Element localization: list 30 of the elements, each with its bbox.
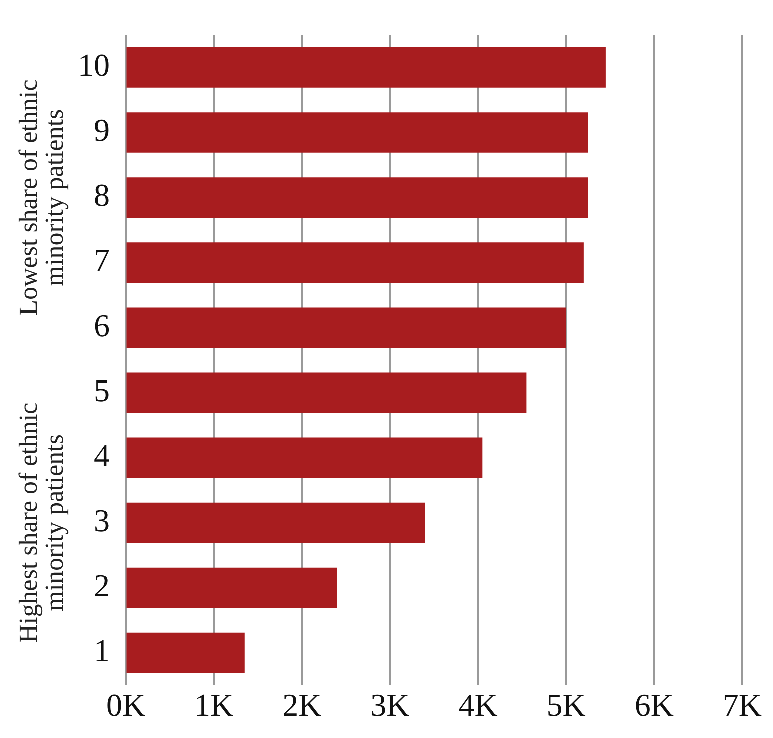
x-tick-label: 0K [106,687,146,724]
bar [126,632,245,674]
text: Lowest share of ethnic minority patients [14,80,69,316]
x-tick-label: 3K [370,687,410,724]
y-tick-label: 5 [94,372,110,408]
bar [126,242,584,284]
y-tick-label: 1 [94,632,110,668]
y-tick-label: 3 [94,502,110,538]
x-tick-label: 6K [634,687,674,724]
y-tick-label: 8 [94,177,110,214]
y-tick-label: 10 [78,47,110,84]
bar [126,308,566,348]
y-tick-label: 2 [94,567,110,604]
y-tick-label: 6 [94,307,110,344]
x-tick-label: 7K [722,687,762,724]
bar [126,112,588,153]
x-tick-label: 2K [282,687,322,724]
x-tick-label: 4K [458,687,498,724]
bar [126,372,527,414]
bar [126,438,483,478]
bar [126,178,588,218]
text: Highest share of ethnic minority patients [14,402,69,644]
bar [126,48,606,88]
x-tick-label: 1K [194,687,234,724]
bar [126,502,426,544]
y-tick-label: 4 [94,437,110,474]
x-tick-label: 5K [546,687,586,724]
bar [126,568,338,608]
y-tick-label: 9 [94,112,110,148]
y-tick-label: 7 [94,242,110,278]
